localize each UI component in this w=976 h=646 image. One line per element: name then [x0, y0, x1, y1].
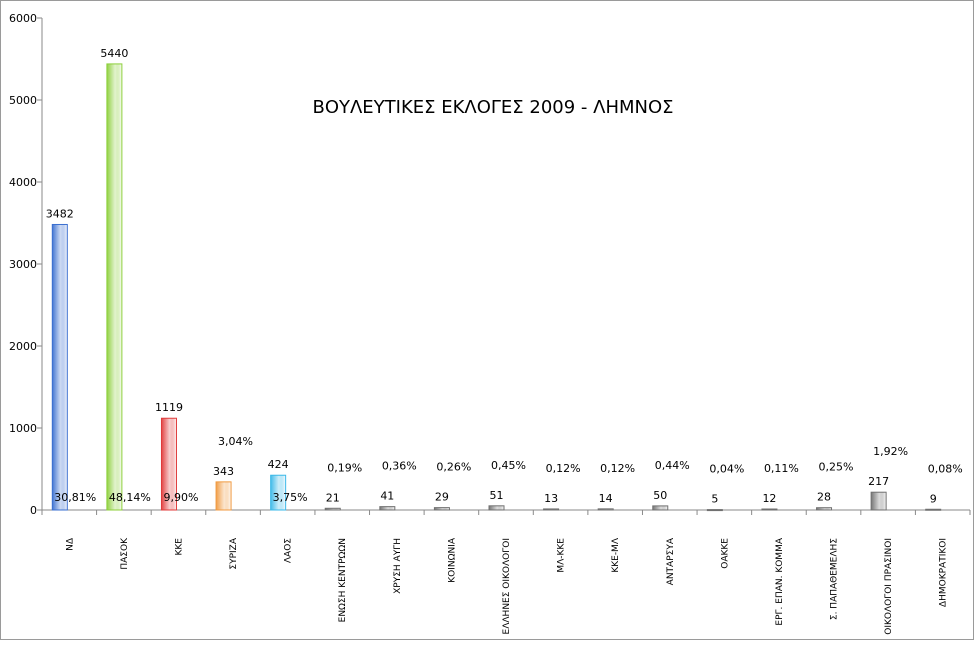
percent-label: 3,04% — [218, 435, 253, 448]
bar — [51, 223, 68, 511]
bar — [106, 63, 123, 511]
value-label: 1119 — [155, 401, 183, 414]
value-label: 13 — [544, 492, 558, 505]
category-label: ΣΥΡΙΖΑ — [229, 537, 239, 569]
y-tick-label: 0 — [30, 504, 37, 517]
y-tick-label: 5000 — [9, 94, 37, 107]
bars — [51, 63, 942, 512]
category-label: ΧΡΥΣΗ ΑΥΓΗ — [393, 538, 403, 594]
percent-label: 0,25% — [819, 461, 854, 474]
bar — [160, 417, 177, 511]
percent-label: 0,12% — [546, 462, 581, 475]
percent-label: 1,92% — [873, 445, 908, 458]
percent-label: 0,26% — [436, 461, 471, 474]
bar — [925, 508, 942, 511]
bar — [488, 505, 505, 511]
category-label: ΛΑΟΣ — [284, 538, 294, 563]
value-label: 51 — [490, 489, 504, 502]
category-label: ΟΙΚΟΛΟΓΟΙ ΠΡΑΣΙΝΟΙ — [884, 538, 894, 635]
bar — [433, 507, 450, 511]
bar — [215, 481, 232, 511]
category-label: ΚΚΕ — [174, 538, 184, 556]
bar — [652, 505, 669, 511]
y-tick-label: 1000 — [9, 422, 37, 435]
value-label: 50 — [653, 489, 667, 502]
percent-label: 0,45% — [491, 459, 526, 472]
data-labels: 3482 30,81% ΝΔ 5440 48,14% ΠΑΣΟΚ 1119 9,90% ΚΚΕ 3… — [46, 47, 963, 635]
percent-label: 0,08% — [928, 462, 963, 475]
axes: 0 1000 2000 3000 4000 5000 6000 — [9, 12, 971, 517]
value-label: 424 — [268, 458, 289, 471]
bar — [761, 508, 778, 511]
percent-label: 30,81% — [54, 491, 96, 504]
category-label: ΔΗΜΟΚΡΑΤΙΚΟΙ — [939, 538, 949, 607]
bar — [870, 491, 887, 511]
y-tick-label: 3000 — [9, 258, 37, 271]
y-tick-label: 2000 — [9, 340, 37, 353]
chart-title: ΒΟΥΛΕΥΤΙΚΕΣ ΕΚΛΟΓΕΣ 2009 - ΛΗΜΝΟΣ — [312, 97, 673, 118]
value-label: 41 — [380, 490, 394, 503]
percent-label: 0,11% — [764, 462, 799, 475]
percent-label: 0,19% — [327, 461, 362, 474]
value-label: 12 — [762, 492, 776, 505]
percent-label: 0,36% — [382, 460, 417, 473]
value-label: 14 — [599, 492, 613, 505]
value-label: 217 — [868, 475, 889, 488]
category-label: ΚΟΙΝΩΝΙΑ — [447, 537, 457, 583]
category-label: ΑΝΤΑΡΣΥΑ — [666, 537, 676, 585]
category-label: ΕΡΓ. ΕΠΑΝ. ΚΟΜΜΑ — [775, 537, 785, 625]
value-label: 29 — [435, 491, 449, 504]
category-label: Σ. ΠΑΠΑΘΕΜΕΛΗΣ — [830, 538, 840, 620]
percent-label: 3,75% — [273, 491, 308, 504]
bar — [543, 508, 560, 511]
bar — [597, 508, 614, 511]
percent-label: 0,12% — [600, 462, 635, 475]
percent-label: 9,90% — [163, 491, 198, 504]
category-label: ΟΑΚΚΕ — [720, 538, 730, 569]
percent-label: 0,44% — [655, 459, 690, 472]
bar — [379, 506, 396, 511]
category-label: ΚΚΕ-ΜΛ — [611, 537, 621, 573]
value-label: 21 — [326, 491, 340, 504]
bar — [706, 509, 723, 512]
y-tick-label: 6000 — [9, 12, 37, 25]
value-label: 343 — [213, 465, 234, 478]
percent-label: 0,04% — [709, 463, 744, 476]
category-label: ΜΛ-ΚΚΕ — [557, 538, 567, 573]
value-label: 5 — [711, 493, 718, 506]
value-label: 3482 — [46, 207, 74, 220]
value-label: 28 — [817, 491, 831, 504]
category-label: ΕΛΛΗΝΕΣ ΟΙΚΟΛΟΓΟΙ — [502, 538, 512, 634]
bar — [270, 474, 287, 511]
bar — [324, 507, 341, 511]
category-label: ΠΑΣΟΚ — [120, 537, 130, 570]
y-tick-label: 4000 — [9, 176, 37, 189]
value-label: 9 — [930, 492, 937, 505]
bar — [816, 507, 833, 511]
value-label: 5440 — [100, 47, 128, 60]
category-label: ΝΔ — [65, 537, 75, 551]
percent-label: 48,14% — [109, 491, 151, 504]
category-label: ΕΝΩΣΗ ΚΕΝΤΡΩΩΝ — [338, 538, 348, 622]
